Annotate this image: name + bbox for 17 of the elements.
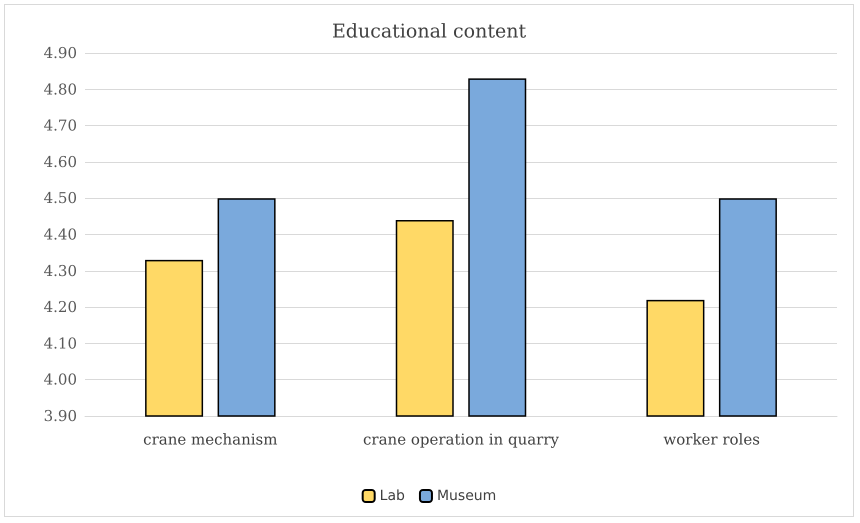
y-tick-label: 4.80 — [44, 80, 77, 98]
y-tick-label: 4.10 — [44, 334, 77, 352]
y-tick-label: 4.40 — [44, 226, 77, 244]
chart-title: Educational content — [332, 20, 526, 42]
y-tick-label: 4.90 — [44, 44, 77, 62]
y-tick-label: 3.90 — [44, 407, 77, 425]
y-tick-label: 4.20 — [44, 298, 77, 316]
x-tick-label: worker roles — [663, 430, 760, 448]
legend-label: Lab — [380, 488, 406, 504]
y-tick-label: 4.00 — [44, 370, 77, 389]
x-tick-label: crane operation in quarry — [363, 430, 560, 448]
x-tick-label: crane mechanism — [143, 430, 278, 448]
y-tick-label: 4.50 — [44, 189, 77, 208]
y-tick-label: 4.60 — [44, 152, 77, 171]
y-tick-label: 4.70 — [44, 116, 77, 135]
y-tick-label: 4.30 — [44, 262, 77, 280]
legend-label: Museum — [436, 488, 496, 504]
